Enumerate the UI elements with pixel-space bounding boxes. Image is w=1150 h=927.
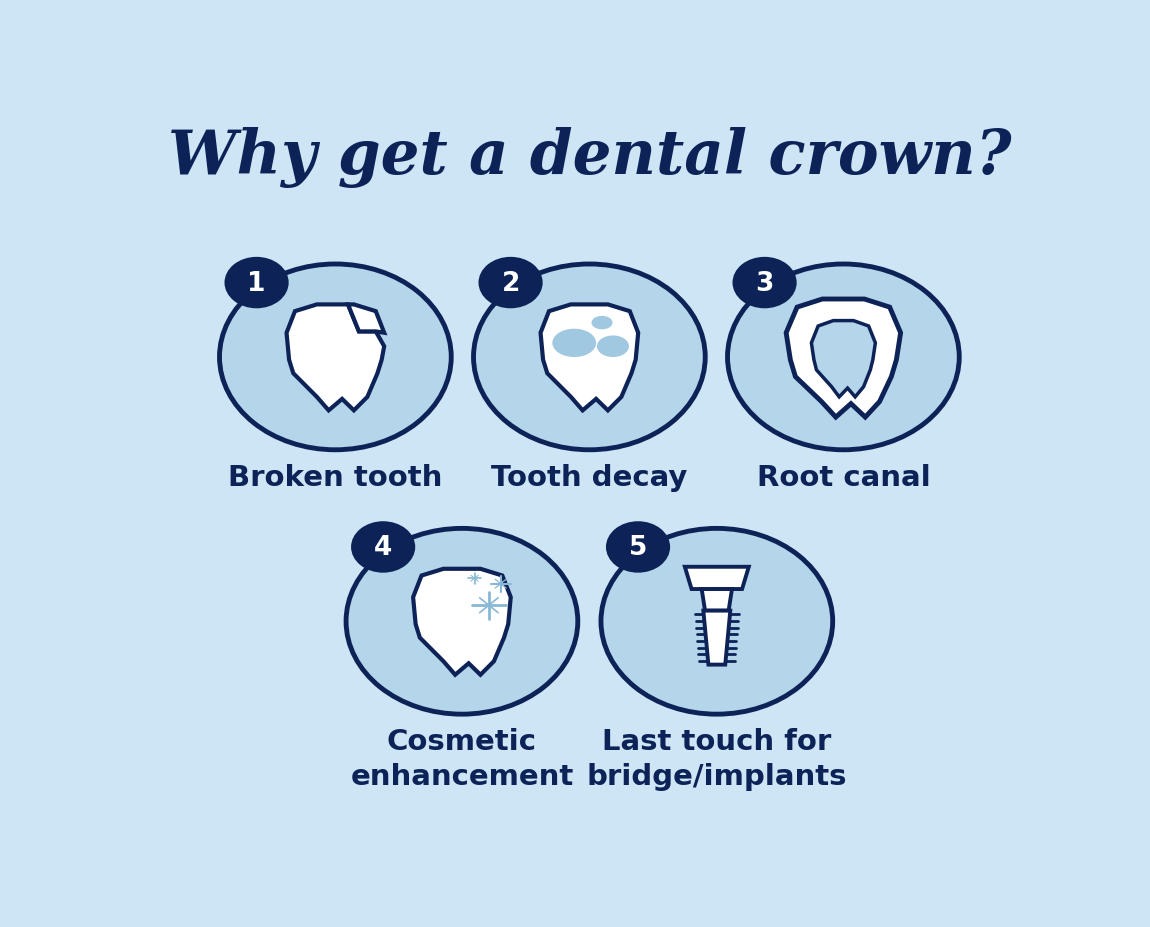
Polygon shape <box>812 322 875 398</box>
Text: Root canal: Root canal <box>757 464 930 491</box>
Text: 4: 4 <box>374 534 392 560</box>
Circle shape <box>220 265 451 451</box>
Circle shape <box>478 258 543 309</box>
Text: 1: 1 <box>247 271 266 297</box>
Text: Tooth decay: Tooth decay <box>491 464 688 491</box>
Text: 3: 3 <box>756 271 774 297</box>
Polygon shape <box>413 569 511 675</box>
Polygon shape <box>787 299 900 418</box>
Polygon shape <box>348 305 384 334</box>
Ellipse shape <box>591 316 613 330</box>
Circle shape <box>224 258 289 309</box>
Text: Cosmetic
enhancement: Cosmetic enhancement <box>351 728 574 790</box>
Circle shape <box>606 522 670 573</box>
Circle shape <box>728 265 959 451</box>
Text: 5: 5 <box>629 534 647 560</box>
Circle shape <box>601 528 833 715</box>
Text: Last touch for
bridge/implants: Last touch for bridge/implants <box>586 728 848 790</box>
Ellipse shape <box>597 337 629 358</box>
Circle shape <box>474 265 705 451</box>
Circle shape <box>346 528 577 715</box>
Circle shape <box>351 522 415 573</box>
Polygon shape <box>286 305 384 411</box>
Text: Why get a dental crown?: Why get a dental crown? <box>168 127 1011 188</box>
Text: Broken tooth: Broken tooth <box>228 464 443 491</box>
Polygon shape <box>685 567 749 590</box>
Polygon shape <box>704 611 730 665</box>
Circle shape <box>733 258 797 309</box>
Polygon shape <box>702 590 733 611</box>
Text: 2: 2 <box>501 271 520 297</box>
Polygon shape <box>540 305 638 411</box>
Ellipse shape <box>552 329 596 358</box>
